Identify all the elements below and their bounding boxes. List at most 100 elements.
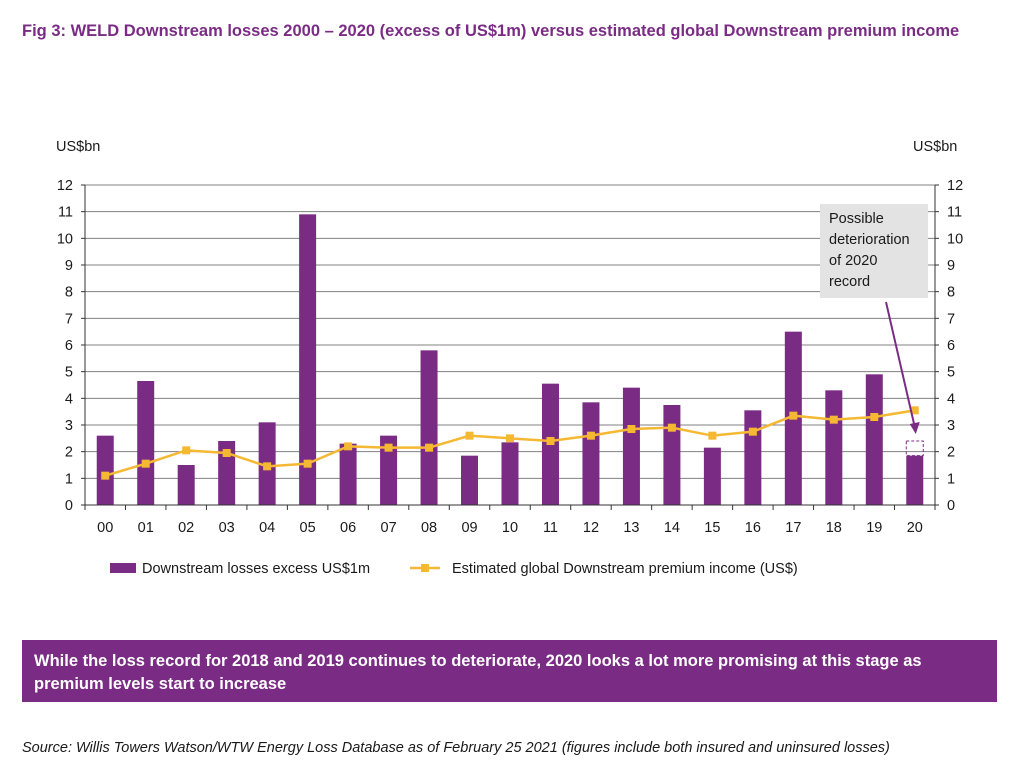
- bar: [825, 390, 843, 505]
- bar: [663, 405, 681, 505]
- annotation-box: [820, 204, 928, 298]
- bar: [703, 447, 721, 505]
- premium-marker: [546, 437, 555, 445]
- y-tick-label-right: 4: [947, 391, 955, 407]
- bar: [622, 387, 640, 505]
- figure-title: Fig 3: WELD Downstream losses 2000 – 202…: [22, 22, 960, 40]
- y-tick-label-left: 0: [65, 498, 73, 514]
- y-tick-label-right: 12: [947, 178, 963, 194]
- premium-marker: [344, 442, 353, 451]
- y-tick-label-right: 9: [947, 258, 955, 274]
- premium-marker: [748, 427, 757, 436]
- x-tick-label: 18: [826, 520, 842, 536]
- x-tick-label: 05: [300, 520, 316, 536]
- y-tick-label-left: 4: [65, 391, 73, 407]
- bar: [137, 381, 155, 505]
- bar: [339, 443, 357, 505]
- y-tick-label-left: 6: [65, 338, 73, 354]
- x-tick-label: 03: [219, 520, 235, 536]
- bar: [299, 214, 317, 506]
- y-tick-label-left: 3: [65, 418, 73, 434]
- x-tick-label: 01: [138, 520, 154, 536]
- premium-marker: [708, 431, 717, 440]
- source-note: Source: Willis Towers Watson/WTW Energy …: [22, 740, 890, 756]
- y-tick-label-left: 2: [65, 445, 73, 461]
- bar: [582, 402, 600, 505]
- x-tick-label: 08: [421, 520, 437, 536]
- annotation-arrow: [885, 301, 916, 428]
- premium-marker: [303, 459, 312, 468]
- y-tick-label-left: 10: [57, 231, 73, 247]
- annotation-text: record: [829, 274, 870, 290]
- y-tick-label-right: 6: [947, 338, 955, 354]
- y-tick-label-left: 11: [58, 205, 73, 221]
- x-tick-label: 14: [664, 520, 680, 536]
- bar: [865, 374, 883, 505]
- x-tick-label: 13: [623, 520, 639, 536]
- premium-marker: [465, 431, 474, 440]
- legend-label-bar: Downstream losses excess US$1m: [142, 561, 370, 577]
- y-tick-label-left: 8: [65, 285, 73, 301]
- y-tick-label-left: 5: [65, 365, 73, 381]
- x-tick-label: 04: [259, 520, 275, 536]
- y-tick-label-right: 10: [947, 231, 963, 247]
- bar: [501, 442, 519, 505]
- premium-marker: [667, 423, 676, 432]
- x-tick-label: 11: [543, 520, 558, 536]
- y-tick-label-right: 11: [947, 205, 962, 221]
- possible-deterioration-box: [905, 440, 924, 457]
- legend-swatch-marker: [421, 564, 429, 572]
- x-tick-label: 16: [745, 520, 761, 536]
- bar: [420, 350, 438, 505]
- legend-swatch-bar: [110, 563, 136, 573]
- y-tick-label-left: 12: [57, 178, 73, 194]
- y-tick-label-left: 1: [65, 471, 73, 487]
- x-tick-label: 20: [907, 520, 923, 536]
- y-tick-label-right: 3: [947, 418, 955, 434]
- premium-marker: [425, 443, 434, 452]
- premium-marker: [506, 434, 514, 443]
- bar: [906, 455, 924, 505]
- y-tick-label-right: 8: [947, 285, 955, 301]
- x-tick-label: 12: [583, 520, 599, 536]
- x-tick-label: 15: [704, 520, 720, 536]
- premium-marker: [182, 446, 191, 455]
- premium-marker: [384, 443, 393, 452]
- annotation-text: of 2020: [829, 253, 877, 269]
- bar: [96, 435, 114, 505]
- premium-marker: [627, 425, 636, 433]
- premium-marker: [910, 406, 919, 415]
- x-tick-label: 17: [785, 520, 801, 536]
- y-tick-label-left: 7: [65, 311, 73, 327]
- y-axis-label-right: US$bn: [913, 139, 957, 155]
- x-tick-label: 06: [340, 520, 356, 536]
- highlight-banner: While the loss record for 2018 and 2019 …: [22, 640, 997, 702]
- y-axis-label-left: US$bn: [56, 139, 100, 155]
- x-tick-label: 19: [866, 520, 882, 536]
- premium-marker: [263, 462, 272, 471]
- x-tick-label: 00: [97, 520, 113, 536]
- annotation-text: deterioration: [829, 232, 910, 248]
- y-tick-label-right: 0: [947, 498, 955, 514]
- annotation-text: Possible: [829, 211, 884, 227]
- y-tick-label-right: 1: [947, 471, 955, 487]
- premium-marker: [222, 449, 231, 457]
- premium-marker: [789, 411, 798, 420]
- bar: [744, 410, 762, 505]
- legend-label-line: Estimated global Downstream premium inco…: [452, 561, 798, 577]
- premium-marker: [101, 471, 110, 480]
- bar: [218, 441, 236, 505]
- y-tick-label-right: 5: [947, 365, 955, 381]
- premium-marker: [586, 431, 595, 440]
- x-tick-label: 07: [381, 520, 397, 536]
- x-tick-label: 10: [502, 520, 518, 536]
- bar: [177, 465, 195, 505]
- y-tick-label-left: 9: [65, 258, 73, 274]
- annotation-arrowhead: [909, 422, 920, 434]
- x-tick-label: 09: [461, 520, 477, 536]
- bar: [461, 455, 479, 505]
- premium-marker: [870, 413, 879, 421]
- y-tick-label-right: 2: [947, 445, 955, 461]
- premium-marker: [829, 415, 838, 424]
